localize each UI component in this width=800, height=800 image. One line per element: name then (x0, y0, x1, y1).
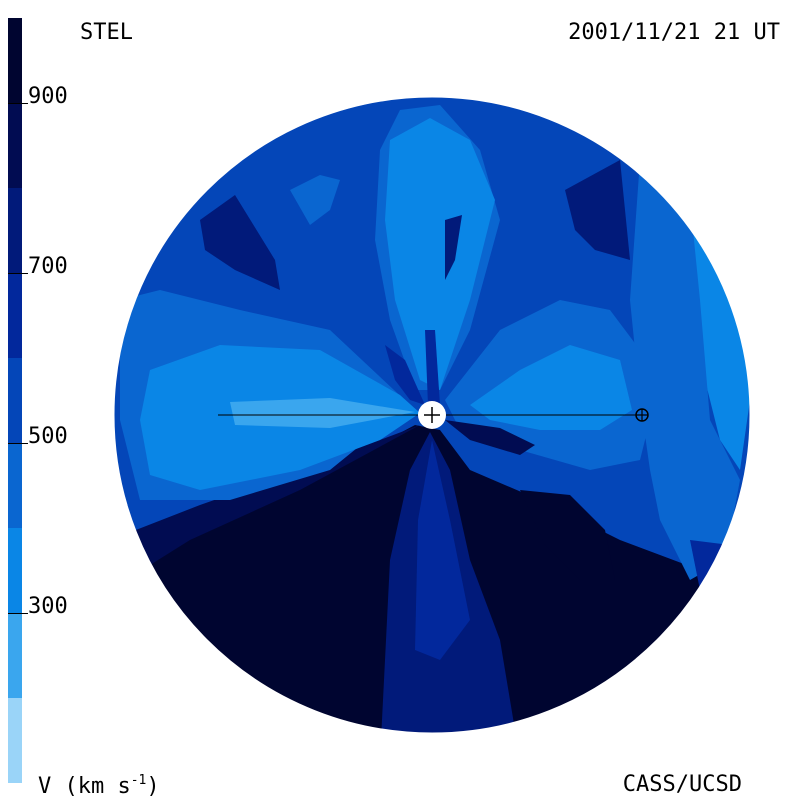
colorbar-level-3 (8, 443, 22, 528)
colorbar-level-6 (8, 188, 22, 273)
unit-label: V (km s-1) (38, 774, 160, 798)
contour-north-dark-stem (425, 330, 440, 405)
contour-nw-lobe (290, 175, 340, 225)
colorbar-tick-mark (8, 443, 28, 444)
colorbar-tick-mark (8, 273, 28, 274)
contour-west-lightest (230, 398, 415, 428)
credit-label: CASS/UCSD (622, 772, 742, 797)
velocity-colorbar (8, 18, 22, 783)
contour-north-light (385, 118, 495, 390)
colorbar-tick-label: 500 (28, 424, 68, 449)
colorbar-tick-label: 900 (28, 84, 68, 109)
timestamp-label: 2001/11/21 21 UT (568, 20, 780, 45)
colorbar-level-4 (8, 358, 22, 443)
contour-east-dark (690, 540, 740, 600)
colorbar-tick-label: 300 (28, 594, 68, 619)
colorbar-level-1 (8, 613, 22, 698)
contour-center-dark-ray-e (445, 420, 535, 455)
contour-north-dark-spike (445, 215, 462, 280)
source-label: STEL (80, 20, 133, 45)
unit-suffix: ) (146, 774, 160, 799)
unit-exponent: -1 (130, 773, 147, 788)
disk-outline (113, 96, 751, 734)
contour-center-dark-ray (385, 345, 425, 405)
contour-nw-dark (200, 195, 280, 290)
contour-se-dark (520, 490, 615, 580)
contour-ne-dark (565, 160, 630, 260)
unit-prefix: V (km s (38, 774, 131, 799)
colorbar-tick-mark (8, 613, 28, 614)
colorbar-tick-label: 700 (28, 254, 68, 279)
colorbar-level-5 (8, 273, 22, 358)
colorbar-level-8 (8, 18, 22, 103)
contour-south-mid (415, 440, 470, 660)
colorbar-level-2 (8, 528, 22, 613)
contour-east-mid (630, 160, 740, 580)
earth-icon (635, 408, 649, 422)
colorbar-level-7 (8, 103, 22, 188)
colorbar-tick-mark (8, 103, 28, 104)
contour-east-lobe-light (470, 345, 632, 430)
colorbar-level-0 (8, 698, 22, 783)
contour-south-sw (114, 425, 420, 590)
